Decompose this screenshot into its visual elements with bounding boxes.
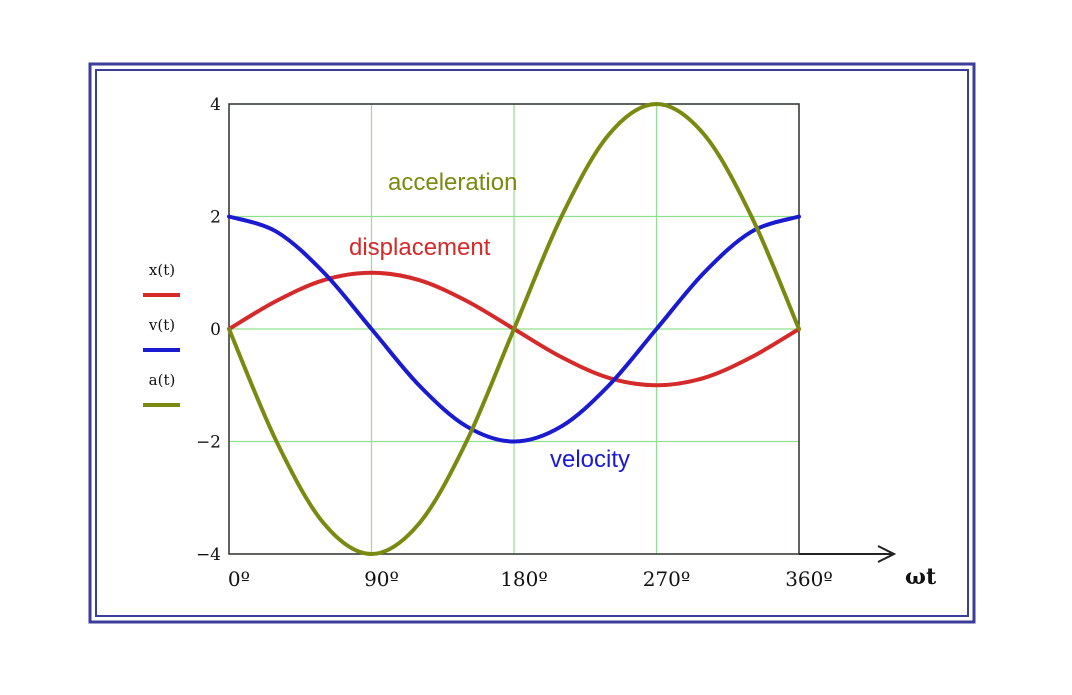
x-tick-label: 0º — [228, 567, 250, 591]
y-tick-label: −4 — [196, 545, 221, 565]
x-tick-label: 360º — [785, 567, 833, 591]
x-axis-arrow — [799, 545, 897, 563]
x-tick-label: 180º — [500, 567, 548, 591]
y-tick-label: 2 — [210, 208, 221, 228]
annotation-velocity: velocity — [550, 446, 630, 473]
y-tick-label: 4 — [210, 95, 221, 115]
x-tick-label: 90º — [364, 567, 399, 591]
x-axis-label: ωt — [905, 564, 937, 590]
legend-label: a(t) — [149, 371, 176, 389]
plot-area: 4 2 0 −2 −4 0º 90º 180º 270º 360º — [196, 95, 833, 591]
x-tick-label: 270º — [643, 567, 691, 591]
legend: x(t) v(t) a(t) — [143, 261, 180, 407]
annotation-acceleration: acceleration — [388, 169, 517, 196]
inner-frame — [95, 69, 969, 617]
y-tick-label: 0 — [210, 320, 221, 340]
annotation-displacement: displacement — [349, 234, 491, 261]
outer-frame — [88, 62, 976, 624]
legend-label: v(t) — [148, 316, 175, 334]
y-tick-label: −2 — [196, 433, 221, 453]
legend-label: x(t) — [149, 261, 175, 279]
